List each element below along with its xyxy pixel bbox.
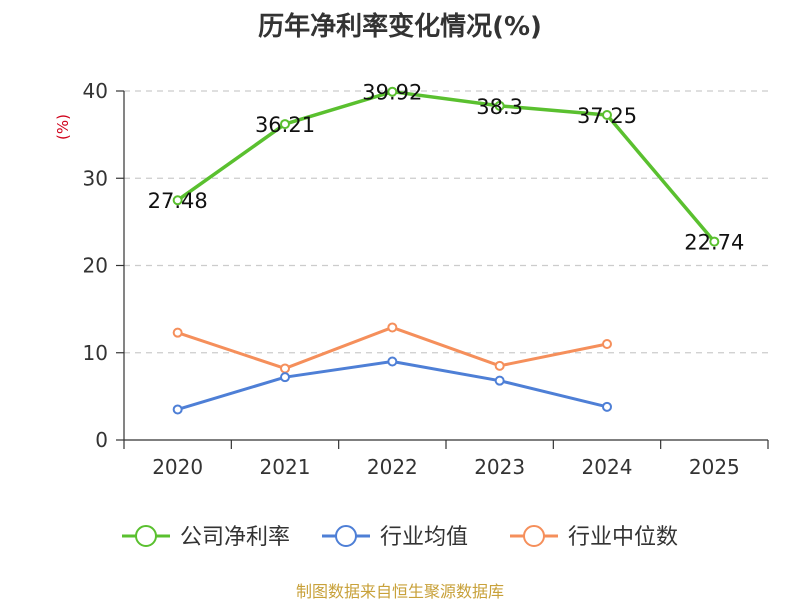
data-point [172,195,183,206]
x-tick-label: 2020 [152,455,203,479]
data-point [494,100,505,111]
data-label: 22.74 [684,231,744,255]
data-point [172,327,183,338]
x-tick-label: 2022 [367,455,418,479]
data-point [280,363,290,374]
data-label: 39.92 [362,81,422,105]
data-label: 27.48 [148,189,208,213]
x-tick-label: 2021 [260,455,311,479]
x-tick-label: 2024 [582,455,633,479]
data-point [602,401,612,412]
y-tick-label: 20 [83,254,108,278]
data-point [280,119,290,130]
data-label: 37.25 [577,104,637,128]
legend-label: 行业中位数 [568,525,678,550]
data-point [494,360,505,371]
y-tick-label: 40 [83,79,108,103]
data-point [387,356,398,367]
data-point [387,86,398,97]
legend-marker [335,525,357,547]
x-tick-label: 2023 [474,455,525,479]
data-point [172,404,183,415]
data-point [387,322,398,333]
legend-marker [523,525,545,547]
legend-marker [135,525,157,547]
data-point [602,109,612,120]
legend-label: 公司净利率 [180,525,290,550]
y-tick-label: 0 [95,428,108,452]
data-label: 38.3 [476,95,523,119]
y-axis-label: (%) [54,114,72,140]
series-line-2 [177,359,608,411]
data-point [709,236,720,247]
chart-title: 历年净利率变化情况(%) [258,12,542,42]
x-tick-label: 2025 [689,455,740,479]
data-label: 36.21 [255,113,315,137]
data-point [494,375,505,386]
legend-label: 行业均值 [380,525,468,550]
y-tick-label: 10 [83,341,108,365]
data-point [602,339,612,350]
y-tick-label: 30 [83,166,108,190]
data-point [280,372,290,383]
source-note: 制图数据来自恒生聚源数据库 [295,582,504,601]
series-line-1 [176,89,716,243]
